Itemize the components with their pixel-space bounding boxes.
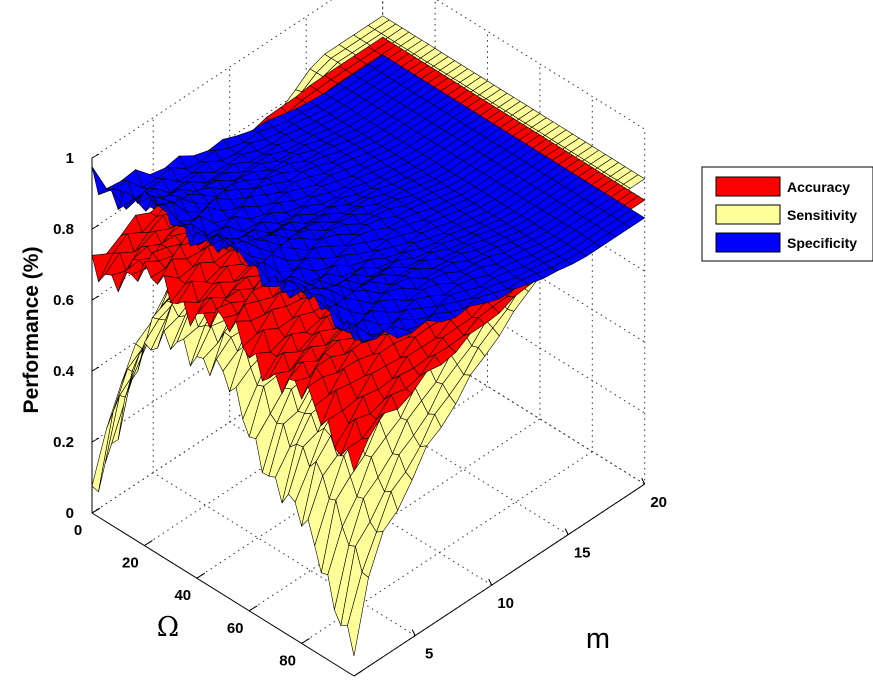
m-axis-line <box>353 483 645 677</box>
z-tick-mark <box>91 366 100 372</box>
z-tick-mark <box>91 295 100 301</box>
z-tick-label: 0.2 <box>53 434 74 451</box>
omega-tick-label: 0 <box>74 522 82 539</box>
surface-cell <box>91 411 114 493</box>
omega-tick-label: 60 <box>227 620 244 637</box>
omega-tick-mark <box>144 540 153 547</box>
omega-tick-mark <box>248 605 258 612</box>
omega-tick-label: 80 <box>279 652 296 669</box>
omega-axis-line <box>91 512 355 677</box>
m-tick-label: 10 <box>497 595 514 612</box>
grid-line-z <box>91 249 645 443</box>
m-tick-label: 20 <box>650 494 667 511</box>
grid-line-omega <box>301 96 593 644</box>
surface-cell <box>347 320 369 344</box>
omega-tick-mark <box>301 637 310 644</box>
legend-label-accuracy: Accuracy <box>787 179 850 195</box>
grid-line-omega <box>144 0 436 547</box>
m-tick-label: 5 <box>425 646 433 663</box>
grid-line-z <box>91 0 645 159</box>
tick-labels: 00.20.40.60.810204060801005101520 <box>53 150 667 669</box>
legend-swatch-accuracy <box>715 176 781 197</box>
legend-swatch-sensitivity <box>715 204 781 225</box>
m-tick-mark <box>641 477 646 485</box>
z-tick-label: 0.8 <box>53 221 74 238</box>
legend: Accuracy Sensitivity Specificity <box>701 166 873 262</box>
surface-layer <box>91 15 646 657</box>
omega-tick-label: 20 <box>122 555 139 572</box>
surface-cell <box>347 571 369 657</box>
grid-line-omega <box>196 31 488 579</box>
omega-tick-mark <box>91 507 101 514</box>
z-tick-label: 0.4 <box>53 363 75 380</box>
legend-swatch-specificity <box>715 232 781 253</box>
m-tick-mark <box>564 528 569 535</box>
omega-tick-label: 40 <box>174 587 191 604</box>
m-tick-label: 15 <box>574 545 591 562</box>
grid-line-omega <box>91 0 384 514</box>
z-tick-label: 0.6 <box>53 292 74 309</box>
m-tick-mark <box>488 578 493 586</box>
z-tick-label: 0 <box>66 505 74 522</box>
m-tick-mark <box>411 629 416 636</box>
z-tick-mark <box>91 224 100 230</box>
z-axis-label: Performance (%) <box>20 247 43 414</box>
axes <box>91 153 646 677</box>
omega-tick-mark <box>353 670 363 677</box>
legend-label-sensitivity: Sensitivity <box>787 207 857 223</box>
surface-specificity <box>91 54 646 344</box>
z-tick-mark <box>91 437 100 443</box>
legend-label-specificity: Specificity <box>787 235 857 251</box>
z-tick-mark <box>91 153 100 159</box>
omega-tick-mark <box>196 572 206 579</box>
z-tick-label: 1 <box>66 150 74 167</box>
x-axis-label: m <box>586 623 610 655</box>
surface-cell <box>347 438 369 473</box>
y-axis-label: Ω <box>157 612 179 643</box>
